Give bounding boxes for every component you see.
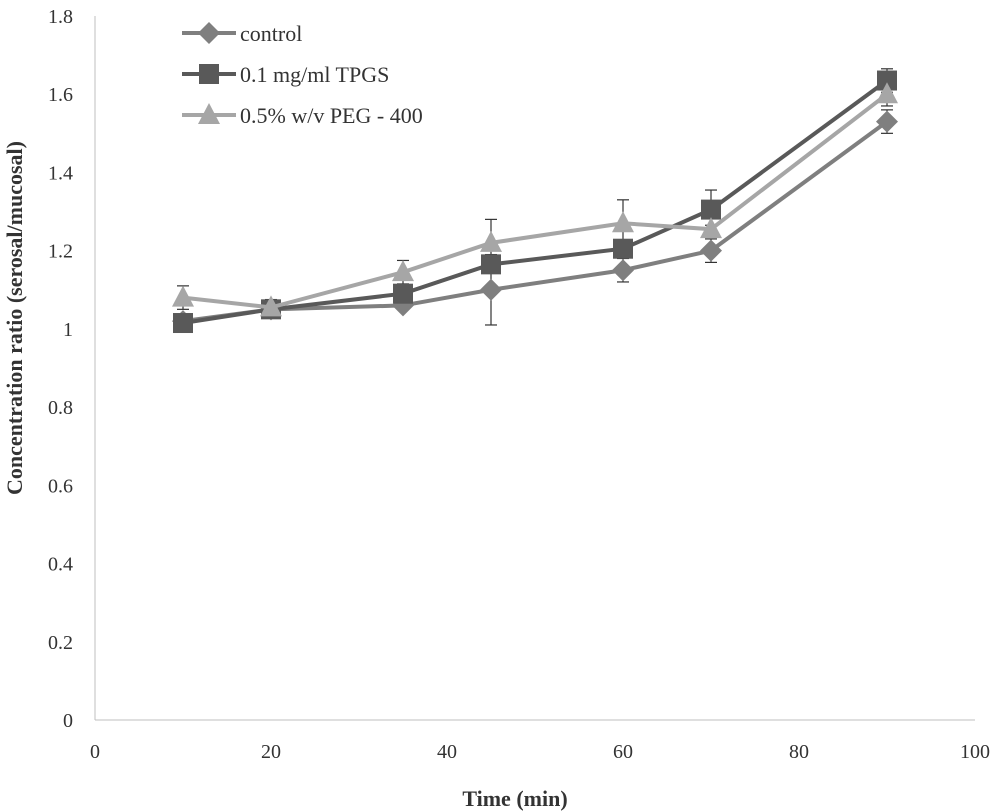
- legend-marker: [198, 103, 220, 124]
- y-tick-label: 0.8: [48, 397, 73, 419]
- y-tick-label: 1.6: [48, 84, 73, 106]
- y-tick-label: 1: [63, 319, 73, 341]
- x-axis-title: Time (min): [462, 786, 567, 811]
- data-point: [173, 313, 193, 334]
- data-point: [700, 217, 722, 239]
- data-point: [393, 283, 413, 304]
- data-point: [701, 199, 721, 220]
- data-point: [877, 70, 897, 91]
- x-tick-label: 60: [613, 741, 633, 763]
- data-point: [480, 230, 502, 252]
- legend-label: 0.5% w/v PEG - 400: [240, 103, 423, 128]
- y-tick-label: 0: [63, 710, 73, 732]
- legend-marker: [198, 22, 220, 44]
- x-tick-label: 100: [960, 741, 990, 763]
- data-point: [612, 259, 634, 282]
- y-tick-label: 1.2: [48, 241, 73, 263]
- series-line-0: [182, 119, 889, 324]
- legend-label: control: [240, 21, 302, 46]
- x-tick-label: 0: [90, 741, 100, 763]
- data-point: [700, 239, 722, 262]
- data-point: [260, 295, 282, 317]
- data-point: [612, 211, 634, 233]
- y-tick-label: 0.2: [48, 632, 73, 654]
- legend-label: 0.1 mg/ml TPGS: [240, 62, 389, 87]
- data-point: [480, 278, 502, 301]
- y-tick-label: 0.6: [48, 475, 73, 497]
- y-axis-title: Concentration ratio (serosal/mucosal): [2, 141, 27, 495]
- x-tick-label: 40: [437, 741, 457, 763]
- y-tick-label: 1.4: [48, 162, 73, 184]
- data-point: [613, 238, 633, 259]
- data-point: [876, 82, 898, 104]
- data-point: [876, 110, 898, 133]
- y-tick-label: 0.4: [48, 554, 73, 576]
- legend-marker: [199, 64, 219, 84]
- y-tick-label: 1.8: [48, 6, 73, 28]
- data-point: [172, 285, 194, 307]
- x-tick-label: 20: [261, 741, 281, 763]
- x-tick-label: 80: [789, 741, 809, 763]
- data-point: [392, 260, 414, 282]
- data-point: [481, 254, 501, 275]
